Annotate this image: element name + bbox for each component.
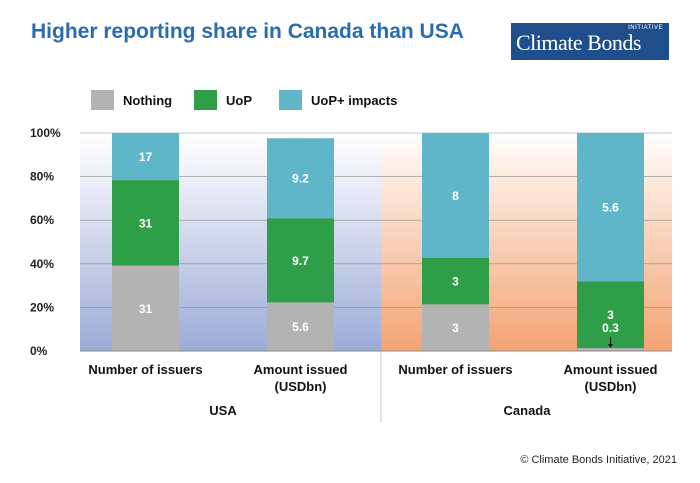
- bar-segment: [422, 304, 489, 351]
- climate-bonds-logo: INITIATIVE Climate Bonds: [511, 23, 669, 60]
- data-label: 9.2: [292, 172, 309, 186]
- data-label: 3: [452, 321, 459, 335]
- category-label: Number of issuers: [398, 362, 512, 377]
- bar-segment: [112, 133, 179, 181]
- group-label: Canada: [504, 403, 552, 418]
- legend-label: UoP: [226, 93, 252, 108]
- bar-segment: [267, 138, 334, 219]
- bar-segment: [112, 265, 179, 351]
- data-label: 31: [139, 216, 153, 230]
- logo-text: Climate Bonds: [516, 30, 641, 55]
- legend-swatch: [194, 90, 217, 110]
- data-label: 5.6: [602, 201, 619, 215]
- category-label: Amount issued (USDbn): [254, 362, 348, 394]
- bar-segment: [267, 218, 334, 303]
- legend-swatch: [91, 90, 114, 110]
- category-label: Amount issued (USDbn): [564, 362, 658, 394]
- axes: 0% 20% 40% 60% 80% 100% Number of issuers Amoun…: [30, 126, 672, 422]
- bar-segment: [422, 257, 489, 305]
- data-label: 17: [139, 150, 153, 164]
- y-tick-label: 80%: [30, 170, 54, 184]
- data-label: 9.7: [292, 254, 309, 268]
- data-label: 31: [139, 302, 153, 316]
- bar-segment: [577, 133, 644, 282]
- bar-segment: [577, 281, 644, 348]
- bar-segment: [112, 180, 179, 266]
- legend-swatch: [279, 90, 302, 110]
- logo-initiative-text: INITIATIVE: [628, 25, 663, 31]
- legend-label: Nothing: [123, 93, 172, 108]
- legend-label: UoP+ impacts: [311, 93, 397, 108]
- group-label: USA: [209, 403, 237, 418]
- bar-segment: [267, 302, 334, 351]
- bars: [112, 133, 644, 351]
- credit-text: © Climate Bonds Initiative, 2021: [520, 454, 677, 466]
- legend: Nothing UoP UoP+ impacts: [91, 90, 397, 110]
- data-label: 8: [452, 189, 459, 203]
- y-tick-label: 0%: [30, 344, 48, 358]
- category-label: Number of issuers: [88, 362, 202, 377]
- label-arrowhead: [608, 343, 613, 348]
- y-tick-label: 100%: [30, 126, 61, 140]
- chart-title: Higher reporting share in Canada than US…: [31, 20, 464, 43]
- data-label: 5.6: [292, 320, 309, 334]
- data-label: 3: [607, 308, 614, 322]
- data-label: 0.3: [602, 321, 619, 335]
- y-tick-label: 40%: [30, 257, 54, 271]
- bar-segment: [422, 133, 489, 258]
- bar-segment: [577, 347, 644, 351]
- data-label: 3: [452, 275, 459, 289]
- y-tick-label: 20%: [30, 300, 54, 314]
- y-tick-label: 60%: [30, 213, 54, 227]
